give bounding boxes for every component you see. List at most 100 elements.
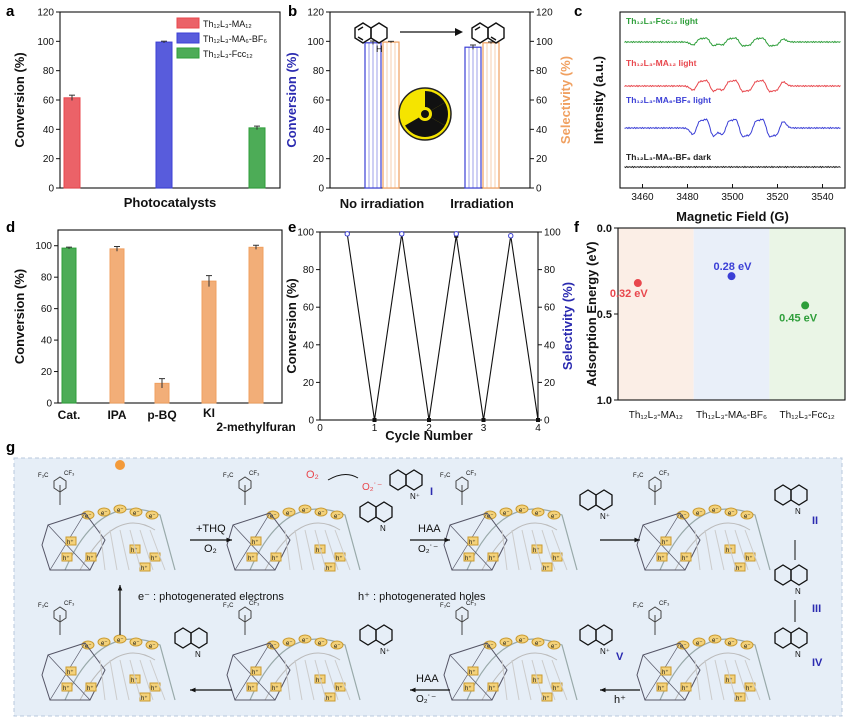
svg-text:e⁻: e⁻ (696, 511, 703, 517)
svg-text:h⁺: h⁺ (465, 685, 472, 692)
molecule-ring (595, 489, 613, 511)
svg-text:e⁻: e⁻ (696, 641, 703, 647)
molecule-ring (790, 627, 808, 649)
molecule-ring (375, 624, 393, 646)
svg-text:e⁻: e⁻ (519, 638, 526, 644)
svg-text:e⁻: e⁻ (535, 511, 542, 517)
b-y-tick-label: 40 (313, 125, 325, 136)
hole-box (61, 552, 73, 562)
electron-dot (515, 504, 529, 514)
cage-strut (724, 529, 737, 571)
electron-dot (145, 510, 159, 520)
svg-text:e⁻: e⁻ (712, 508, 719, 514)
molecule-ring (790, 484, 808, 506)
e-conversion-line (346, 233, 539, 421)
b-y2-tick-label: 80 (536, 66, 548, 77)
d-y-tick-label: 60 (41, 304, 53, 315)
o2-label-top: O₂ (306, 469, 319, 481)
electron-dot (145, 640, 159, 650)
cage-strut (324, 529, 339, 571)
b-y-tick-label: 80 (313, 66, 325, 77)
hole-box (270, 682, 282, 692)
radiation-icon (398, 87, 452, 141)
d-y-tick-label: 20 (41, 367, 53, 378)
cage-strut (334, 659, 351, 701)
f-y-tick-label: 0.0 (597, 223, 612, 235)
svg-text:N⁺: N⁺ (380, 647, 390, 656)
a-y-tick-label: 120 (37, 8, 54, 19)
cluster-edge (232, 524, 276, 571)
cage-strut (744, 529, 761, 571)
cage-strut (109, 529, 118, 571)
b-category-label: Irradiation (450, 196, 514, 211)
svg-text:h⁺: h⁺ (272, 685, 279, 692)
svg-text:e⁻: e⁻ (503, 641, 510, 647)
svg-text:h⁺: h⁺ (151, 685, 158, 692)
electron-dot (282, 507, 296, 517)
cage-strut (109, 659, 118, 701)
svg-text:h⁺: h⁺ (533, 547, 540, 554)
b-y2-tick-label: 60 (536, 96, 548, 107)
panel-letter-f: f (574, 219, 580, 236)
d-ylabel: Conversion (%) (12, 269, 27, 364)
svg-text:h⁺: h⁺ (87, 555, 94, 562)
svg-text:h⁺: h⁺ (141, 565, 148, 572)
e-y-tick-label: 60 (303, 303, 315, 314)
svg-text:h⁺: h⁺ (662, 669, 669, 676)
d-category-label: p-BQ (147, 408, 176, 422)
chart-c: Intensity (a.u.) Magnetic Field (G) 3460 34… (591, 11, 846, 224)
cage-strut (294, 529, 303, 571)
panel-letter-g: g (6, 439, 15, 456)
f-band (769, 228, 845, 400)
a-legend-label: Th₁₂L₃-Fcc₁₂ (203, 49, 253, 59)
o2-radical-label: O₂˙⁻ (418, 544, 438, 555)
c-trace-label: Th₁₂L₃-MA₆-BF₆ dark (626, 152, 711, 162)
quinoline-molecule-icon (471, 22, 505, 44)
cage-strut (551, 529, 568, 571)
e-y-tick-label: 40 (303, 340, 315, 351)
svg-text:h⁺: h⁺ (252, 669, 259, 676)
e-y-tick-label: 100 (297, 228, 314, 239)
o2-label: O₂ (204, 543, 217, 555)
cage-strut (521, 529, 532, 571)
svg-text:h⁺: h⁺ (553, 685, 560, 692)
a-y-tick-label: 60 (43, 96, 55, 107)
molecule-ring (595, 624, 613, 646)
c-x-tick-label: 3460 (631, 192, 654, 203)
panel-letter-a: a (6, 3, 15, 20)
electron-dot (499, 507, 513, 517)
cage-strut (501, 529, 508, 571)
scheme-arrow-head (444, 537, 450, 543)
svg-text:e⁻: e⁻ (302, 638, 309, 644)
hole-box (65, 536, 77, 546)
svg-text:F₃C: F₃C (633, 473, 644, 479)
ligand-ring (238, 476, 252, 493)
svg-text:h⁺: h⁺ (543, 695, 550, 702)
svg-text:h⁺: h⁺ (336, 685, 343, 692)
electron-dot (531, 637, 545, 647)
svg-text:e⁻: e⁻ (302, 508, 309, 514)
b-y-tick-label: 20 (313, 154, 325, 165)
c-ylabel: Intensity (a.u.) (591, 56, 606, 144)
hole-box (656, 552, 668, 562)
ligand-ring (455, 476, 469, 493)
f-point (633, 279, 642, 288)
cluster-edge (642, 654, 686, 701)
a-y-tick-label: 80 (43, 66, 55, 77)
d-category-label: 2-methylfuran (216, 420, 295, 434)
cage-strut (724, 659, 737, 701)
svg-text:h⁺: h⁺ (326, 695, 333, 702)
d-y-tick-label: 0 (46, 399, 52, 410)
cage-strut (521, 659, 532, 701)
cage-strut (531, 659, 544, 701)
svg-text:h⁺: h⁺ (553, 555, 560, 562)
plot-frame (57, 229, 283, 404)
a-legend-swatch (176, 47, 200, 59)
e-conversion-point (536, 418, 540, 422)
hole-box (680, 682, 692, 692)
f-point-label: 0.45 eV (779, 312, 818, 324)
cage-strut (511, 529, 520, 571)
d-bar (61, 247, 77, 404)
